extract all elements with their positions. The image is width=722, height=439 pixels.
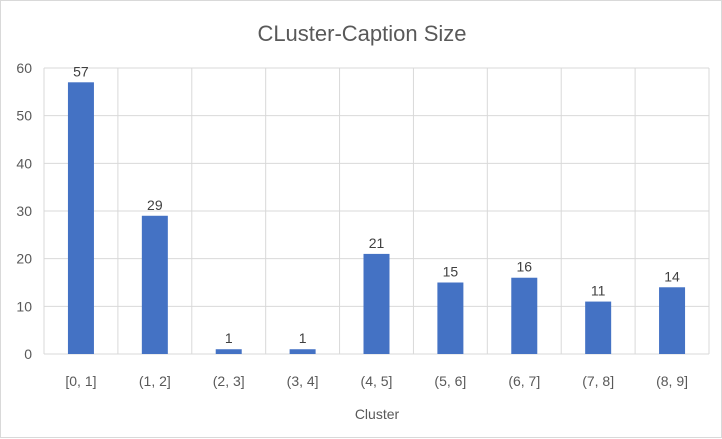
y-axis-ticks: 0 10 20 30 40 50 60 [16, 60, 32, 362]
bars [67, 82, 686, 355]
data-label: 15 [443, 264, 459, 280]
x-axis-title: Cluster [355, 406, 400, 422]
y-tick-label: 20 [16, 251, 32, 267]
data-label: 1 [299, 330, 307, 346]
x-tick-label: (8, 9] [656, 373, 688, 389]
bar [215, 349, 242, 354]
x-axis-ticks: [0, 1] (1, 2] (2, 3] (3, 4] (4, 5] (5, 6] (6, … [65, 373, 688, 389]
bar [363, 253, 390, 354]
x-tick-label: (4, 5] [361, 373, 393, 389]
bar [659, 287, 686, 354]
bar [511, 277, 538, 354]
y-tick-label: 30 [16, 203, 32, 219]
data-label: 57 [73, 63, 89, 79]
y-tick-label: 10 [16, 298, 32, 314]
bar [141, 215, 168, 354]
x-tick-label: (1, 2] [139, 373, 171, 389]
bar [437, 282, 464, 354]
chart-title: CLuster-Caption Size [257, 21, 466, 46]
x-tick-label: (2, 3] [213, 373, 245, 389]
x-tick-label: (5, 6] [434, 373, 466, 389]
x-tick-label: (7, 8] [582, 373, 614, 389]
bar [67, 82, 94, 355]
data-label: 1 [225, 330, 233, 346]
y-tick-label: 60 [16, 60, 32, 76]
x-tick-label: (3, 4] [287, 373, 319, 389]
data-label: 14 [664, 268, 680, 284]
data-label: 29 [147, 197, 163, 213]
data-label: 21 [369, 235, 385, 251]
x-tick-label: [0, 1] [65, 373, 96, 389]
y-tick-label: 0 [24, 346, 32, 362]
data-label: 16 [516, 259, 532, 275]
bar [289, 349, 316, 354]
y-tick-label: 50 [16, 108, 32, 124]
y-tick-label: 40 [16, 155, 32, 171]
bar [585, 301, 612, 354]
data-label: 11 [591, 283, 606, 299]
x-tick-label: (6, 7] [508, 373, 540, 389]
